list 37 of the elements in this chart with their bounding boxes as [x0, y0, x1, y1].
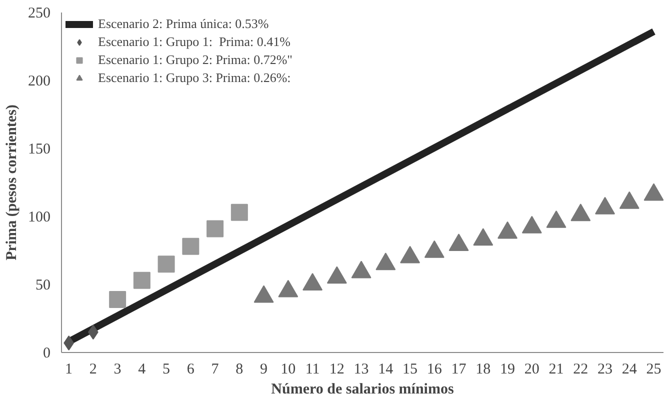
x-tick-label: 19 [500, 362, 516, 378]
x-tick-label: 16 [426, 362, 442, 378]
x-tick-label: 11 [305, 362, 320, 378]
legend-label: Escenario 1: Grupo 3: Prima: 0.26%: [98, 70, 291, 86]
x-tick-label: 6 [186, 362, 195, 378]
y-tick-label: 50 [36, 278, 50, 294]
y-tick-label: 200 [28, 74, 50, 90]
x-tick-label: 14 [378, 362, 394, 378]
x-tick-label: 23 [598, 362, 613, 378]
x-tick-label: 22 [573, 362, 588, 378]
x-tick-label: 4 [138, 362, 146, 378]
y-tick-label: 150 [28, 142, 50, 158]
x-tick-label: 2 [89, 362, 97, 378]
y-axis-title: Prima (pesos corrientes) [4, 104, 20, 260]
legend-label: Escenario 1: Grupo 2: Prima: 0.72%" [98, 52, 292, 68]
x-tick-label: 20 [524, 362, 540, 378]
x-tick-label: 17 [451, 362, 467, 378]
y-tick-label: 250 [28, 6, 50, 22]
x-tick-label: 12 [329, 362, 344, 378]
x-axis-title: Número de salarios mínimos [271, 382, 454, 398]
x-tick-label: 24 [622, 362, 638, 378]
x-tick-label: 7 [211, 362, 220, 378]
legend-label: Escenario 1: Grupo 1: Prima: 0.41% [98, 34, 290, 50]
x-tick-label: 3 [114, 362, 122, 378]
y-tick-label: 0 [43, 346, 50, 362]
y-tick-label: 100 [28, 210, 50, 226]
x-tick-label: 9 [260, 362, 268, 378]
x-tick-label: 13 [354, 362, 369, 378]
x-tick-label: 18 [476, 362, 491, 378]
x-tick-label: 5 [162, 362, 170, 378]
legend-label: Escenario 2: Prima única: 0.53% [98, 16, 269, 32]
x-tick-label: 10 [280, 362, 296, 378]
x-tick-label: 15 [402, 362, 418, 378]
x-tick-label: 25 [646, 362, 662, 378]
x-tick-label: 8 [236, 362, 244, 378]
x-tick-label: 1 [65, 362, 73, 378]
x-tick-label: 21 [548, 362, 564, 378]
